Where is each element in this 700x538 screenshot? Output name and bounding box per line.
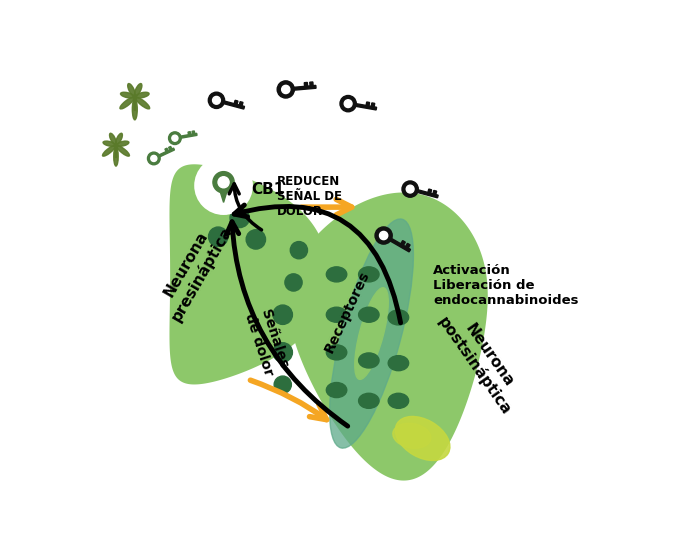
Polygon shape xyxy=(371,103,374,107)
Polygon shape xyxy=(401,240,405,245)
Ellipse shape xyxy=(330,219,414,448)
Polygon shape xyxy=(159,148,174,157)
Ellipse shape xyxy=(136,92,149,98)
Polygon shape xyxy=(239,102,243,106)
Circle shape xyxy=(285,274,302,291)
Circle shape xyxy=(246,230,265,249)
Ellipse shape xyxy=(109,133,116,144)
Polygon shape xyxy=(428,189,432,193)
Polygon shape xyxy=(366,102,370,106)
Polygon shape xyxy=(218,183,230,202)
Polygon shape xyxy=(188,132,190,134)
Ellipse shape xyxy=(136,97,150,109)
Ellipse shape xyxy=(102,146,115,156)
Text: REDUCEN
SEÑAL DE
DOLOR: REDUCEN SEÑAL DE DOLOR xyxy=(277,175,342,218)
Ellipse shape xyxy=(355,288,388,379)
Circle shape xyxy=(213,172,234,193)
Polygon shape xyxy=(390,238,410,252)
Polygon shape xyxy=(169,146,172,150)
Circle shape xyxy=(273,305,293,324)
Ellipse shape xyxy=(132,98,137,120)
Polygon shape xyxy=(288,193,488,480)
Polygon shape xyxy=(134,99,136,110)
Ellipse shape xyxy=(358,393,379,408)
Text: CB1: CB1 xyxy=(251,182,285,197)
Circle shape xyxy=(114,144,118,147)
Polygon shape xyxy=(433,190,437,195)
Circle shape xyxy=(406,185,414,193)
Text: Activación
Liberación de
endocannabinoides: Activación Liberación de endocannabinoid… xyxy=(433,264,579,307)
Circle shape xyxy=(375,227,392,244)
Ellipse shape xyxy=(103,141,115,146)
Polygon shape xyxy=(223,101,244,109)
Text: Señales
de dolor: Señales de dolor xyxy=(242,306,291,377)
Polygon shape xyxy=(293,86,316,90)
Ellipse shape xyxy=(395,416,450,461)
Polygon shape xyxy=(304,82,307,87)
Polygon shape xyxy=(310,82,313,86)
Circle shape xyxy=(150,155,157,161)
Text: Neurona
postsináptica: Neurona postsináptica xyxy=(435,303,528,417)
Circle shape xyxy=(274,376,291,393)
Ellipse shape xyxy=(393,423,431,448)
Circle shape xyxy=(379,231,388,239)
Ellipse shape xyxy=(127,83,135,96)
Ellipse shape xyxy=(389,393,409,408)
Polygon shape xyxy=(181,133,197,138)
Ellipse shape xyxy=(117,141,129,146)
Ellipse shape xyxy=(134,83,142,96)
Polygon shape xyxy=(234,100,238,104)
Text: Neurona
presináptica: Neurona presináptica xyxy=(153,214,235,324)
Circle shape xyxy=(209,92,225,109)
Circle shape xyxy=(218,176,229,188)
Ellipse shape xyxy=(326,345,346,360)
Circle shape xyxy=(195,158,251,214)
Ellipse shape xyxy=(120,97,134,109)
Circle shape xyxy=(273,343,293,362)
Polygon shape xyxy=(165,148,168,152)
Polygon shape xyxy=(355,104,377,110)
Ellipse shape xyxy=(326,307,346,322)
Polygon shape xyxy=(405,243,410,248)
Ellipse shape xyxy=(326,383,346,398)
Ellipse shape xyxy=(116,133,122,144)
Circle shape xyxy=(213,96,220,104)
Circle shape xyxy=(172,135,178,141)
Polygon shape xyxy=(192,131,195,134)
Ellipse shape xyxy=(389,310,409,325)
Ellipse shape xyxy=(358,267,379,282)
Polygon shape xyxy=(417,190,438,198)
Ellipse shape xyxy=(326,267,346,282)
Ellipse shape xyxy=(358,353,379,368)
Ellipse shape xyxy=(117,146,130,156)
Circle shape xyxy=(344,100,352,108)
Circle shape xyxy=(290,242,307,259)
Ellipse shape xyxy=(358,307,379,322)
Circle shape xyxy=(340,96,356,112)
Polygon shape xyxy=(116,147,117,158)
Circle shape xyxy=(209,227,228,246)
Circle shape xyxy=(402,181,419,197)
Ellipse shape xyxy=(120,92,134,98)
Ellipse shape xyxy=(113,147,118,166)
Circle shape xyxy=(281,86,290,94)
Circle shape xyxy=(169,132,181,145)
Ellipse shape xyxy=(389,356,409,371)
Circle shape xyxy=(230,208,249,228)
Text: Receptores: Receptores xyxy=(322,269,372,355)
Circle shape xyxy=(148,152,160,165)
Polygon shape xyxy=(169,164,328,385)
Circle shape xyxy=(133,95,136,98)
Circle shape xyxy=(277,81,295,98)
